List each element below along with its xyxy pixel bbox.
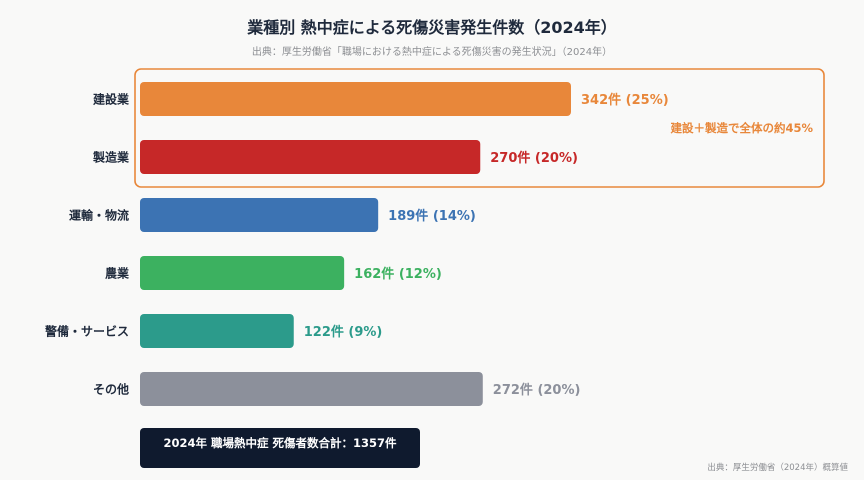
bar (140, 314, 294, 348)
category-label: その他 (93, 382, 129, 397)
chart-subtitle: 出典：厚生労働省「職場における熱中症による死傷災害の発生状況」（2024年） (251, 47, 613, 58)
highlight-bracket (134, 68, 825, 188)
annotation-label: 建設＋製造で全体の約45% (670, 121, 813, 135)
total-summary-text: 2024年 職場熱中症 死傷者数合計：1357件 (163, 436, 397, 450)
bar (140, 82, 571, 116)
footer-note: 出典：厚生労働省（2024年）概算値 (707, 463, 848, 473)
data-label: 272件 (20%) (493, 382, 581, 398)
bar (140, 140, 481, 174)
data-label: 270件 (20%) (490, 150, 578, 166)
category-label: 警備・サービス (44, 324, 129, 339)
bar (140, 372, 483, 406)
bar (140, 256, 345, 290)
category-label: 建設業 (92, 92, 130, 107)
bar (140, 198, 379, 232)
data-label: 162件 (12%) (354, 266, 442, 282)
data-label: 342件 (25%) (581, 92, 669, 108)
chart-title: 業種別 熱中症による死傷災害発生件数（2024年） (247, 18, 617, 37)
data-label: 122件 (9%) (304, 324, 383, 340)
category-label: 運輸・物流 (69, 208, 129, 223)
category-label: 製造業 (92, 150, 130, 165)
total-summary-box: 2024年 職場熱中症 死傷者数合計：1357件 (140, 428, 420, 468)
data-label: 189件 (14%) (388, 208, 476, 224)
category-label: 農業 (105, 266, 130, 281)
